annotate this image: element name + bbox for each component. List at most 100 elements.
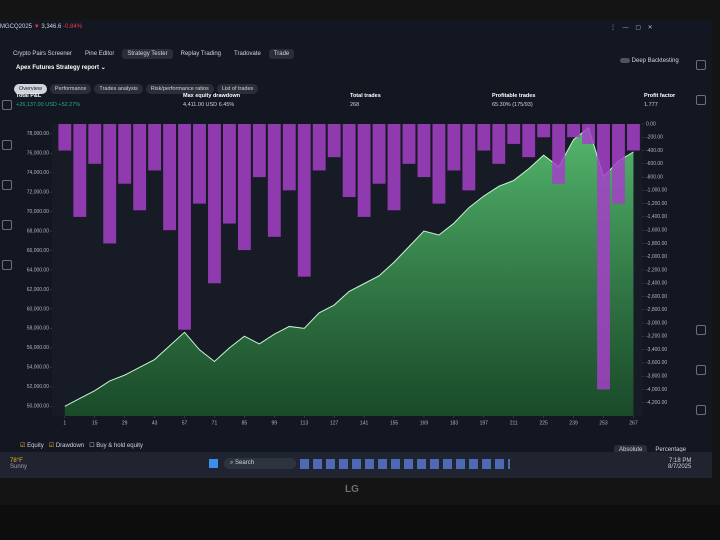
chart: 50,000.00 52,000.00 54,000.00 56,000.00 58,0… (27, 121, 668, 426)
symbol[interactable]: MGCQ2025 (0, 24, 33, 30)
drawdown-bar (58, 124, 72, 151)
drawdown-bar (252, 124, 266, 178)
tool-icon[interactable] (2, 220, 12, 230)
x-tick-label: 211 (510, 420, 518, 426)
y2-tick-label: 0.00 (646, 121, 656, 127)
tool-icon[interactable] (2, 260, 12, 270)
tab[interactable]: Strategy Tester (122, 49, 173, 59)
drawdown-bar (552, 124, 566, 184)
drawdown-bar (612, 124, 625, 204)
x-tick-label: 183 (450, 420, 459, 426)
tab[interactable]: Tradovate (234, 51, 261, 57)
y-tick-label: 74,000.00 (27, 170, 49, 176)
x-tick-label: 29 (122, 420, 128, 426)
side-icon[interactable] (696, 95, 706, 105)
subtab[interactable]: List of trades (216, 84, 259, 94)
y2-tick-label: -1,400.00 (646, 214, 667, 220)
y2-tick-label: -4,000.00 (646, 387, 667, 393)
side-icon[interactable] (696, 405, 706, 415)
drawdown-bar (208, 124, 221, 284)
drawdown-bar (297, 124, 311, 277)
tab-bar: Crypto Pairs Screener Pine Editor Strategy… (8, 42, 297, 60)
drawdown-bar (118, 124, 132, 184)
y-tick-label: 50,000.00 (27, 404, 49, 410)
x-tick-label: 155 (390, 420, 399, 426)
tab[interactable]: Replay Trading (180, 51, 221, 57)
y2-tick-label: -4,200.00 (646, 400, 667, 406)
x-tick-label: 99 (272, 420, 278, 426)
y2-tick-label: -2,000.00 (646, 254, 667, 260)
drawdown-bar (597, 124, 610, 390)
taskbar-apps[interactable] (300, 459, 510, 469)
search-box[interactable]: ⌕ Search (224, 458, 296, 469)
y2-tick-label: -2,600.00 (646, 294, 667, 300)
y-tick-label: 54,000.00 (27, 365, 49, 371)
toggle[interactable]: Equity (27, 443, 44, 449)
drawdown-bar (582, 124, 595, 144)
drawdown-bar (522, 124, 536, 158)
mode[interactable]: Percentage (655, 447, 687, 453)
price: 3,346.6 (41, 24, 62, 30)
y2-tick-label: -2,200.00 (646, 267, 667, 273)
subtab[interactable]: Trades analysis (94, 84, 143, 94)
subtab[interactable]: Overview (14, 84, 47, 94)
x-tick-label: 1 (63, 420, 66, 426)
drawdown-bar (312, 124, 326, 171)
drawdown-bar (462, 124, 476, 191)
drawdown-bar (282, 124, 296, 191)
tool-icon[interactable] (2, 140, 12, 150)
subtab[interactable]: Risk/performance ratios (145, 84, 214, 94)
x-tick-label: 197 (480, 420, 489, 426)
drawdown-bar (357, 124, 371, 217)
equity-area (64, 127, 634, 416)
toggles: ☑ Equity ☑ Drawdown ☐ Buy & hold equity (20, 443, 143, 449)
tab[interactable]: Trade (268, 49, 295, 59)
side-icon[interactable] (696, 365, 706, 375)
drawdown-bar (627, 124, 640, 151)
screen: MGCQ2025 ▼ 3,346.6 -0.84% ⋮ — ▢ ✕ Crypto… (0, 20, 712, 478)
x-tick-label: 141 (360, 420, 369, 426)
metric: Profitable trades 65.30% (175/93) (492, 93, 536, 108)
y-tick-label: 60,000.00 (27, 306, 49, 312)
keyboard (0, 505, 720, 540)
tab[interactable]: Crypto Pairs Screener (13, 51, 73, 57)
y2-tick-label: -3,400.00 (646, 347, 667, 353)
x-tick-label: 57 (182, 420, 188, 426)
monitor-brand: LG (345, 484, 359, 495)
drawdown-bar (88, 124, 102, 164)
start-button[interactable] (209, 459, 218, 468)
side-icon[interactable] (696, 60, 706, 70)
tool-icon[interactable] (2, 100, 12, 110)
y2-tick-label: -1,600.00 (646, 228, 667, 234)
x-tick-label: 71 (212, 420, 218, 426)
change: -0.84% (63, 24, 83, 30)
mode[interactable]: Absolute (614, 445, 648, 455)
drawdown-bar (402, 124, 416, 164)
y-tick-label: 76,000.00 (27, 151, 49, 157)
deep-backtesting[interactable]: Deep Backtesting (620, 58, 679, 64)
y-tick-label: 62,000.00 (27, 287, 49, 293)
y2-tick-label: -3,000.00 (646, 320, 667, 326)
side-icon[interactable] (696, 325, 706, 335)
drawdown-bar (237, 124, 251, 251)
report-title[interactable]: Apex Futures Strategy report ⌄ (16, 65, 106, 71)
metric: Max equity drawdown 4,411.00 USD 6.45% (183, 93, 241, 108)
drawdown-bar (477, 124, 491, 151)
x-tick-label: 225 (539, 420, 548, 426)
subtab[interactable]: Performance (49, 84, 92, 94)
drawdown-bar (163, 124, 177, 231)
toggle[interactable]: Drawdown (55, 443, 85, 449)
tool-icon[interactable] (2, 180, 12, 190)
y-tick-label: 56,000.00 (27, 345, 49, 351)
weather[interactable]: 78°F Sunny (10, 458, 28, 470)
drawdown-bar (372, 124, 386, 184)
symbol-bar: MGCQ2025 ▼ 3,346.6 -0.84% (0, 24, 83, 30)
toggle[interactable]: Buy & hold equity (96, 443, 143, 449)
x-tick-label: 169 (420, 420, 429, 426)
drawdown-bar (193, 124, 206, 204)
y-tick-label: 72,000.00 (27, 189, 49, 195)
y-tick-label: 58,000.00 (27, 326, 49, 332)
tab[interactable]: Pine Editor (85, 51, 115, 57)
y-tick-label: 78,000.00 (27, 131, 49, 137)
